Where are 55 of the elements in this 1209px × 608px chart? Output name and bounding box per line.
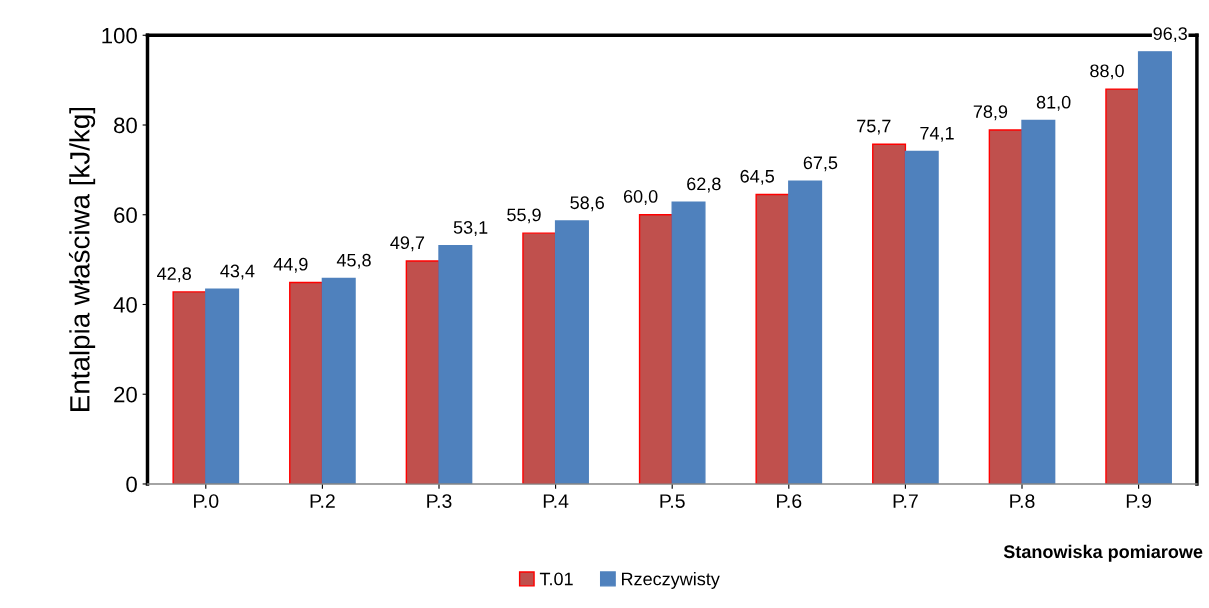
x-tick-label: P.8 (1010, 494, 1035, 508)
bar (671, 201, 706, 484)
data-label: 96,3 (1153, 27, 1187, 43)
data-label: 44,9 (273, 257, 308, 273)
y-tick-label: 100 (102, 27, 137, 44)
y-axis-title: Entalpia właściwa [kJ/kg] (68, 107, 96, 411)
bar (405, 260, 440, 484)
bar (172, 291, 207, 484)
bar (522, 232, 557, 484)
data-label: 64,5 (740, 169, 775, 185)
y-tick-label: 20 (114, 386, 137, 403)
y-tick-label: 40 (113, 297, 137, 313)
data-label: 81,0 (1036, 95, 1071, 111)
bar (1137, 51, 1172, 484)
data-label: 49,7 (390, 236, 425, 252)
bar (788, 180, 823, 484)
bar (1021, 119, 1056, 484)
y-tick-label: 80 (114, 117, 137, 134)
x-tick-label: P.3 (427, 494, 452, 508)
bar (205, 288, 240, 484)
data-label: 58,6 (570, 196, 604, 212)
bar (904, 150, 939, 484)
x-tick-label: P.0 (194, 494, 219, 508)
bar (638, 214, 673, 484)
x-tick-label: P.9 (1126, 494, 1152, 508)
bar (988, 129, 1023, 484)
x-tick-label: P.2 (310, 494, 335, 508)
data-label: 60,0 (623, 190, 658, 205)
bar (438, 245, 473, 484)
data-label: 78,9 (973, 105, 1008, 121)
bar (289, 281, 324, 484)
legend-label: Rzeczywisty (622, 572, 720, 589)
bar (1105, 88, 1140, 484)
data-label: 55,9 (507, 208, 541, 224)
data-label: 43,4 (220, 264, 255, 280)
x-tick-label: P.4 (543, 494, 569, 508)
data-label: 53,1 (453, 221, 488, 236)
data-label: 62,8 (687, 177, 721, 193)
bar (554, 220, 589, 484)
data-label: 88,0 (1090, 64, 1124, 80)
data-label: 74,1 (920, 126, 954, 142)
x-tick-label: P.7 (893, 494, 918, 508)
legend-label: T.01 (539, 572, 573, 586)
data-label: 45,8 (336, 253, 371, 269)
data-label: 42,8 (157, 267, 191, 283)
x-tick-label: P.5 (660, 494, 685, 508)
data-label: 67,5 (803, 156, 838, 172)
y-tick-label: 0 (126, 476, 137, 493)
x-axis-title: Stanowiska pomiarowe (1003, 544, 1203, 562)
y-tick-label: 60 (114, 207, 137, 224)
bar (321, 277, 356, 484)
bar (872, 143, 907, 484)
x-tick-label: P.6 (777, 494, 802, 508)
bar (755, 193, 790, 484)
data-label: 75,7 (857, 119, 891, 135)
